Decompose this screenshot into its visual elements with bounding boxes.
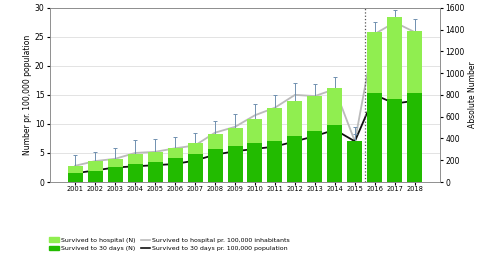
Bar (248, 143, 262, 182)
Bar (408, 31, 422, 182)
Bar (88, 161, 102, 182)
Bar (268, 108, 282, 182)
Bar (168, 148, 182, 182)
Bar (308, 96, 322, 182)
Bar (328, 88, 342, 182)
Bar (408, 93, 422, 182)
Legend: Survived to hospital (N), Survived to 30 days (N), Survived to hospital pr. 100,: Survived to hospital (N), Survived to 30… (49, 237, 290, 251)
Bar (108, 167, 122, 182)
Bar (348, 141, 362, 182)
Bar (228, 146, 242, 182)
Bar (128, 154, 142, 182)
Bar (348, 142, 362, 182)
Bar (108, 159, 122, 182)
Bar (68, 166, 82, 182)
Bar (88, 171, 102, 182)
Y-axis label: Absolute Number: Absolute Number (468, 62, 476, 128)
Bar (288, 136, 302, 182)
Bar (288, 101, 302, 182)
Bar (248, 119, 262, 182)
Bar (388, 16, 402, 182)
Bar (208, 134, 222, 182)
Bar (308, 131, 322, 182)
Bar (368, 93, 382, 182)
Y-axis label: Number pr. 100,000 population: Number pr. 100,000 population (23, 35, 32, 155)
Bar (148, 162, 162, 182)
Bar (188, 143, 202, 182)
Bar (128, 164, 142, 182)
Bar (188, 154, 202, 182)
Bar (228, 128, 242, 182)
Bar (208, 149, 222, 182)
Bar (148, 152, 162, 182)
Bar (68, 173, 82, 182)
Bar (388, 99, 402, 182)
Bar (368, 32, 382, 182)
Bar (168, 158, 182, 182)
Bar (328, 125, 342, 182)
Bar (268, 141, 282, 182)
